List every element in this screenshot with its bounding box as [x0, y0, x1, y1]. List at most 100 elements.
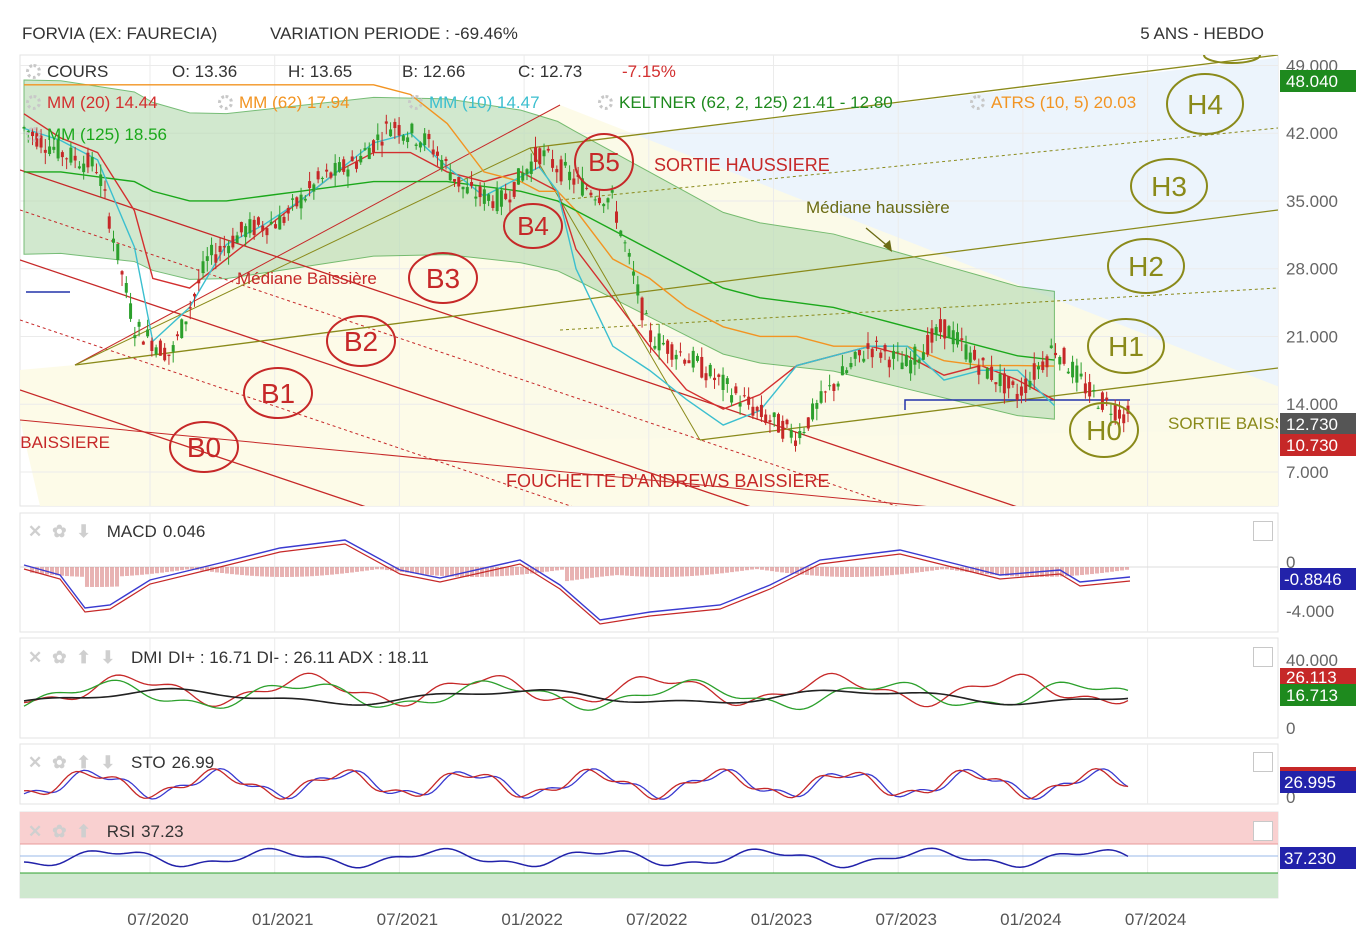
- macd-histogram-bar: [740, 567, 744, 571]
- annotation-label-B3: B3: [426, 263, 460, 294]
- arrow-down-icon[interactable]: ⬇: [100, 648, 115, 667]
- legend-mm20-label: MM (20) 14.44: [47, 93, 158, 112]
- candle-body: [291, 198, 295, 200]
- candle-body: [427, 133, 431, 140]
- macd-histogram-bar: [1080, 567, 1084, 576]
- macd-histogram-bar: [630, 567, 634, 577]
- legend-atrs[interactable]: ATRS (10, 5) 20.03: [970, 93, 1136, 113]
- close-icon[interactable]: ✕: [28, 648, 43, 667]
- candle-body: [836, 383, 840, 387]
- macd-histogram-bar: [260, 567, 264, 577]
- candle-body: [823, 391, 827, 393]
- gear-icon[interactable]: [970, 95, 985, 110]
- gear-icon[interactable]: [26, 95, 41, 110]
- macd-histogram-bar: [245, 567, 249, 576]
- macd-histogram-bar: [715, 567, 719, 574]
- legend-cours[interactable]: COURS: [26, 62, 108, 82]
- candle-body: [683, 359, 687, 364]
- macd-histogram-bar: [780, 567, 784, 573]
- macd-histogram-bar: [1065, 567, 1069, 577]
- sto-checkbox[interactable]: [1253, 752, 1273, 772]
- dmi-controls: ✕ ✿ ⬆ ⬇ DMI DI+ : 16.71 DI- : 26.11 ADX : 18.…: [28, 648, 429, 668]
- gear-icon[interactable]: ✿: [52, 522, 67, 541]
- gear-icon[interactable]: ✿: [52, 648, 67, 667]
- legend-keltner[interactable]: KELTNER (62, 2, 125) 21.41 - 12.80: [598, 93, 893, 113]
- candle-body: [811, 403, 815, 420]
- annotation-circle: [1069, 402, 1139, 458]
- macd-checkbox[interactable]: [1253, 521, 1273, 541]
- macd-histogram-bar: [655, 567, 659, 577]
- andrews-up-line: [699, 367, 1278, 441]
- candle-body: [495, 188, 499, 212]
- annotation-baissiere: BAISSIERE: [20, 433, 110, 452]
- candle-body: [1062, 347, 1066, 364]
- gear-icon[interactable]: [598, 95, 613, 110]
- candle-body: [883, 345, 887, 352]
- candle-body: [998, 373, 1002, 387]
- candle-body: [282, 216, 286, 223]
- macd-histogram-bar: [470, 567, 474, 577]
- price-tick-label: 35.000: [1286, 192, 1338, 211]
- macd-histogram-bar: [905, 567, 909, 574]
- macd-histogram-bar: [185, 567, 189, 570]
- legend-mm125[interactable]: MM (125) 18.56: [26, 125, 167, 145]
- candle-body: [879, 352, 883, 358]
- gear-icon[interactable]: ✿: [52, 822, 67, 841]
- close-icon[interactable]: ✕: [28, 522, 43, 541]
- arrow-up-icon[interactable]: ⬆: [76, 648, 91, 667]
- sto-badge: 26.995: [1284, 773, 1336, 792]
- sto-controls: ✕ ✿ ⬆ ⬇ STO 26.99: [28, 753, 214, 773]
- macd-histogram-bar: [665, 567, 669, 577]
- candle-body: [401, 135, 405, 141]
- macd-histogram-bar: [990, 567, 994, 575]
- annotation-circle: [243, 367, 313, 419]
- candle-body: [1049, 345, 1053, 349]
- macd-histogram-bar: [1090, 567, 1094, 575]
- macd-histogram-bar: [1020, 567, 1024, 577]
- legend-mm62[interactable]: MM (62) 17.94: [218, 93, 350, 113]
- rsi-checkbox[interactable]: [1253, 821, 1273, 841]
- macd-histogram-bar: [355, 567, 359, 572]
- arrow-up-icon[interactable]: ⬆: [76, 822, 91, 841]
- legend-mm10[interactable]: MM (10) 14.47: [408, 93, 540, 113]
- close-icon[interactable]: ✕: [28, 822, 43, 841]
- price-tick-label: 14.000: [1286, 395, 1338, 414]
- macd-histogram-bar: [530, 567, 534, 574]
- macd-histogram-bar: [495, 567, 499, 577]
- arrow-down-icon[interactable]: ⬇: [100, 753, 115, 772]
- candle-body: [354, 161, 358, 169]
- macd-histogram-bar: [710, 567, 714, 575]
- gear-icon[interactable]: ✿: [52, 753, 67, 772]
- candle-body: [593, 199, 597, 201]
- macd-histogram-bar: [1015, 567, 1019, 577]
- candle-body: [1015, 393, 1019, 400]
- sto-value: 26.99: [171, 753, 215, 772]
- gear-icon[interactable]: [26, 64, 41, 79]
- macd-histogram-bar: [1110, 567, 1114, 572]
- arrow-down-icon[interactable]: ⬇: [76, 522, 91, 541]
- arrow-up-icon[interactable]: ⬆: [76, 753, 91, 772]
- macd-histogram-bar: [860, 567, 864, 577]
- close-icon[interactable]: ✕: [28, 753, 43, 772]
- macd-histogram-bar: [425, 567, 429, 575]
- macd-histogram-bar: [340, 567, 344, 574]
- candle-body: [708, 364, 712, 377]
- legend-mm20[interactable]: MM (20) 14.44: [26, 93, 158, 113]
- rsi-name: RSI: [106, 822, 136, 841]
- dmi-checkbox[interactable]: [1253, 647, 1273, 667]
- gear-icon[interactable]: [26, 127, 41, 142]
- price-tick-label: 28.000: [1286, 260, 1338, 279]
- macd-histogram-bar: [965, 567, 969, 572]
- candle-body: [909, 360, 913, 374]
- candle-body: [60, 152, 64, 158]
- candle-body: [700, 356, 704, 378]
- candle-body: [955, 332, 959, 345]
- gear-icon[interactable]: [218, 95, 233, 110]
- candle-body: [499, 190, 503, 207]
- macd-histogram-bar: [1120, 567, 1124, 571]
- dmi-value: DI+ : 16.71 DI- : 26.11 ADX : 18.11: [168, 648, 429, 667]
- annotation-label-H3: H3: [1151, 171, 1187, 202]
- candle-body: [180, 319, 184, 339]
- candle-body: [350, 156, 354, 162]
- gear-icon[interactable]: [408, 95, 423, 110]
